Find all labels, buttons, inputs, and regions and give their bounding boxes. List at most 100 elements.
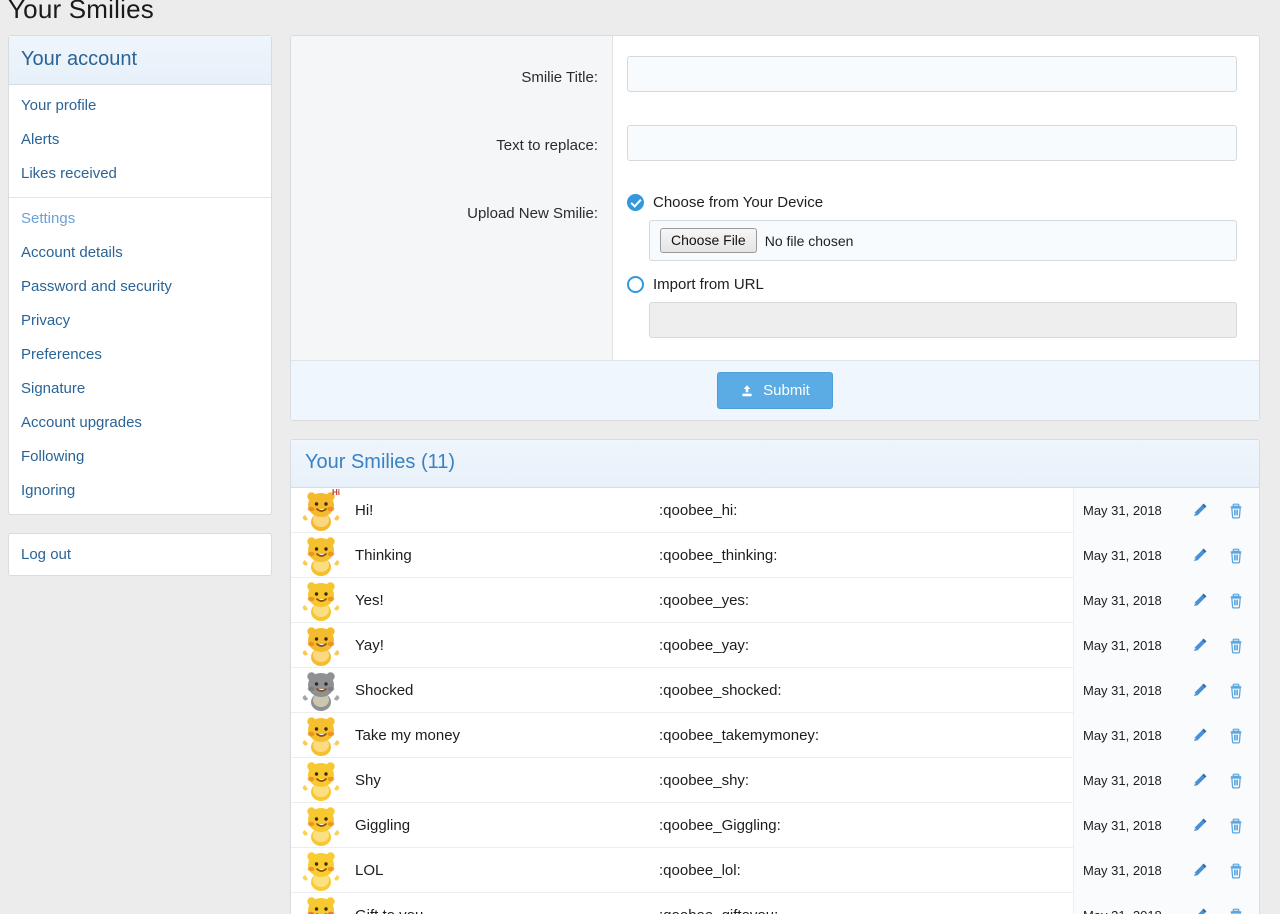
form-body: Smilie Title: Text to replace: Upload Ne…: [291, 36, 1259, 360]
smilie-actions-cell: [1177, 532, 1259, 578]
smilie-actions-cell: [1177, 712, 1259, 758]
sidebar-item-alerts[interactable]: Alerts: [21, 131, 60, 148]
sidebar-item-following[interactable]: Following: [21, 448, 85, 465]
radio-import-from-url[interactable]: Import from URL: [627, 276, 1237, 293]
table-row: Take my money:qoobee_takemymoney: May 31,…: [291, 712, 1259, 758]
pencil-icon[interactable]: [1192, 862, 1208, 878]
sidebar-item-signature[interactable]: Signature: [21, 380, 86, 397]
smilie-actions-cell: [1177, 667, 1259, 713]
trash-icon[interactable]: [1228, 682, 1244, 699]
account-nav-block: Your account Your profile Alerts Likes rec…: [8, 35, 272, 515]
smilie-thumbnail: [291, 713, 353, 758]
smilie-thumbnail: [291, 668, 353, 713]
sidebar-item-account-upgrades[interactable]: Account upgrades: [21, 414, 142, 431]
table-row: Hi Hi!:qoobee_hi: May 31, 2018: [291, 487, 1259, 533]
pencil-icon[interactable]: [1192, 547, 1208, 563]
trash-icon[interactable]: [1228, 727, 1244, 744]
smilie-code-cell: :qoobee_lol:: [659, 861, 741, 879]
submit-button[interactable]: Submit: [717, 372, 833, 409]
trash-icon[interactable]: [1228, 862, 1244, 879]
logout-block: Log out: [8, 533, 272, 576]
trash-icon[interactable]: [1228, 592, 1244, 609]
sidebar-item-your-profile[interactable]: Your profile: [21, 97, 97, 114]
file-status-text: No file chosen: [764, 232, 854, 249]
smilie-code-cell: :qoobee_shocked:: [659, 681, 782, 699]
smilie-title-cell: Shocked: [355, 681, 414, 699]
smilie-title-cell: Take my money: [355, 726, 461, 744]
sidebar-item-log-out[interactable]: Log out: [21, 546, 72, 563]
sidebar-item-ignoring[interactable]: Ignoring: [21, 482, 76, 499]
table-row: Gift to you:qoobee_giftoyou:May 31, 2018: [291, 892, 1259, 914]
upload-form-panel: Smilie Title: Text to replace: Upload Ne…: [290, 35, 1260, 421]
pencil-icon[interactable]: [1192, 592, 1208, 608]
smilie-title-cell: Gift to you: [353, 907, 659, 914]
sidebar-item-privacy[interactable]: Privacy: [21, 312, 71, 329]
smilie-title-cell: Shy: [355, 771, 381, 789]
smilie-date-cell: May 31, 2018: [1073, 487, 1177, 533]
smilies-list-panel: Your Smilies (11) Hi Hi!:qoobee_hi: May 31…: [290, 439, 1260, 914]
sidebar-item-password-and-security[interactable]: Password and security: [21, 278, 172, 295]
smilie-date-cell: May 31, 2018: [1073, 892, 1177, 914]
radio-choose-from-device[interactable]: Choose from Your Device: [627, 194, 1237, 211]
smilie-thumbnail: [291, 758, 353, 803]
file-input-wrap[interactable]: Choose File No file chosen: [649, 220, 1237, 261]
pencil-icon[interactable]: [1192, 682, 1208, 698]
smilie-code-cell: :qoobee_shy:: [659, 771, 750, 789]
smilie-date-cell: May 31, 2018: [1073, 757, 1177, 803]
sidebar-item-account-details[interactable]: Account details: [21, 244, 123, 261]
smilie-thumbnail: [291, 803, 353, 848]
smilie-date-cell: May 31, 2018: [1073, 712, 1177, 758]
table-row: Yay! :qoobee_yay: May 31, 2018: [291, 622, 1259, 668]
trash-icon[interactable]: [1228, 772, 1244, 789]
smilie-actions-cell: [1177, 757, 1259, 803]
table-row: LOL:qoobee_lol: May 31, 2018: [291, 847, 1259, 893]
smilie-thumbnail: [291, 533, 353, 578]
smilie-date-cell: May 31, 2018: [1073, 532, 1177, 578]
label-upload-new-smilie: Upload New Smilie:: [467, 205, 598, 222]
trash-icon[interactable]: [1228, 637, 1244, 654]
smilies-list-header: Your Smilies (11): [291, 440, 1259, 488]
table-row: Giggling:qoobee_Giggling: May 31, 2018: [291, 802, 1259, 848]
smilie-thumbnail: [291, 578, 353, 623]
smilie-date-cell: May 31, 2018: [1073, 577, 1177, 623]
import-url-input[interactable]: [649, 302, 1237, 338]
sidebar-item-preferences[interactable]: Preferences: [21, 346, 102, 363]
form-field-column: Choose from Your Device Choose File No f…: [613, 36, 1259, 360]
pencil-icon[interactable]: [1192, 502, 1208, 518]
form-footer: Submit: [291, 360, 1259, 420]
smilie-title-cell: Thinking: [355, 546, 412, 564]
smilie-date-cell: May 31, 2018: [1073, 802, 1177, 848]
text-to-replace-input[interactable]: [627, 125, 1237, 161]
radio-url-icon[interactable]: [627, 276, 644, 293]
smilie-title-cell: Yay!: [355, 636, 384, 654]
main-content: Smilie Title: Text to replace: Upload Ne…: [290, 35, 1260, 914]
table-row: Thinking:qoobee_thinking: May 31, 2018: [291, 532, 1259, 578]
svg-text:Hi: Hi: [332, 488, 340, 497]
label-smilie-title: Smilie Title:: [521, 69, 598, 86]
trash-icon[interactable]: [1228, 907, 1244, 914]
table-row: Shy :qoobee_shy: May 31, 2018: [291, 757, 1259, 803]
radio-device-icon[interactable]: [627, 194, 644, 211]
trash-icon[interactable]: [1228, 502, 1244, 519]
table-row: Shocked:qoobee_shocked: May 31, 2018: [291, 667, 1259, 713]
smilie-code-cell: :qoobee_giftoyou:: [659, 907, 1073, 914]
upload-icon: [740, 384, 754, 398]
smilie-title-input[interactable]: [627, 56, 1237, 92]
trash-icon[interactable]: [1228, 817, 1244, 834]
choose-file-button[interactable]: Choose File: [660, 228, 757, 253]
page-title: Your Smilies: [8, 0, 154, 24]
smilie-actions-cell: [1177, 622, 1259, 668]
pencil-icon[interactable]: [1192, 727, 1208, 743]
smilie-code-cell: :qoobee_yay:: [659, 636, 750, 654]
pencil-icon[interactable]: [1192, 817, 1208, 833]
pencil-icon[interactable]: [1192, 907, 1208, 914]
sidebar-item-likes-received[interactable]: Likes received: [21, 165, 117, 182]
sidebar-group: Your profile Alerts Likes received: [9, 85, 271, 197]
trash-icon[interactable]: [1228, 547, 1244, 564]
pencil-icon[interactable]: [1192, 637, 1208, 653]
pencil-icon[interactable]: [1192, 772, 1208, 788]
smilie-date-cell: May 31, 2018: [1073, 622, 1177, 668]
smilie-title-cell: Giggling: [355, 816, 411, 834]
sidebar-item-settings[interactable]: Settings: [21, 210, 76, 227]
smilie-title-cell: Yes!: [355, 591, 384, 609]
